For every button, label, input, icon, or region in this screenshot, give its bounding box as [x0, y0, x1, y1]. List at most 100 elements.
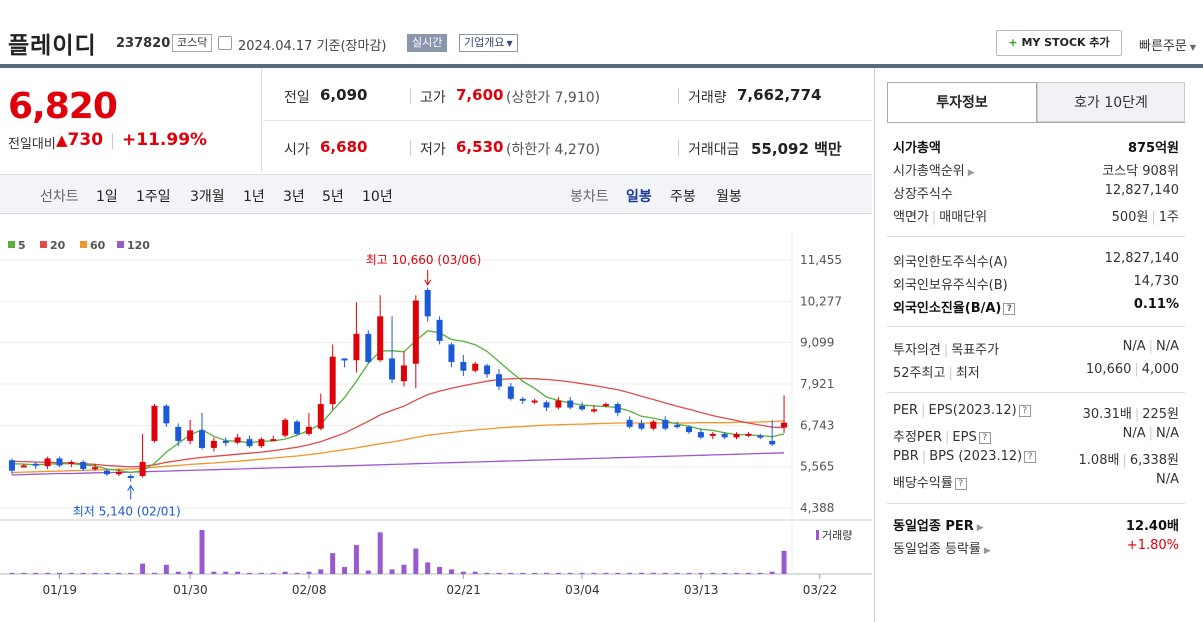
candle-body: [579, 405, 586, 410]
volume-bar: [555, 572, 561, 574]
info-label-text: 투자의견: [893, 343, 941, 358]
volume-bar: [389, 569, 395, 574]
y-tick-label: 5,565: [800, 460, 834, 474]
info-label: 외국인보유주식수(B): [893, 274, 1008, 293]
help-icon[interactable]: ?: [1024, 450, 1037, 463]
volume-bar: [223, 571, 229, 574]
candle-body: [80, 461, 87, 469]
candle-body: [412, 300, 419, 364]
volume-bar: [757, 572, 763, 574]
info-value: N/A | N/A: [1123, 426, 1179, 441]
info-label-text: PER: [893, 403, 919, 418]
my-stock-add-button[interactable]: + MY STOCK 추가: [996, 30, 1122, 56]
candle-body: [365, 333, 372, 362]
min-price-label: 최저 5,140 (02/01): [73, 505, 181, 519]
quick-order-label: 빠른주문: [1139, 39, 1187, 54]
period-weekly[interactable]: 주봉: [670, 189, 696, 205]
period-10y[interactable]: 10년: [362, 189, 393, 205]
info-row: 투자의견 | 목표주가 N/A | N/A: [893, 337, 1179, 359]
candle-body: [258, 439, 265, 447]
info-value: 0.11%: [1134, 297, 1179, 312]
divider: [887, 326, 1185, 327]
volume-bar: [199, 530, 205, 574]
volume-legend-swatch: [816, 530, 819, 540]
info-value-text: 30.31배: [1082, 407, 1132, 422]
info-row: 동일업종 PER ▶ 12.40배: [893, 513, 1179, 535]
volume-bar: [330, 553, 336, 574]
info-value: 14,730: [1134, 274, 1180, 289]
info-label[interactable]: 시가총액순위 ▶: [893, 160, 975, 179]
period-daily[interactable]: 일봉: [626, 189, 652, 205]
divider: [112, 133, 113, 149]
low-value: 6,530: [456, 138, 504, 156]
base-date: 2024.04.17 기준(장마감): [238, 39, 387, 54]
change-percent: +11.99%: [122, 130, 208, 150]
info-value: 875억원: [1128, 137, 1179, 156]
info-label-text: 최저: [955, 366, 980, 381]
help-icon[interactable]: ?: [1018, 404, 1031, 417]
info-row: 외국인한도주식수(A) 12,827,140: [893, 249, 1179, 271]
realtime-button[interactable]: 실시간: [407, 34, 448, 52]
candle-body: [531, 400, 538, 403]
candle-body: [139, 461, 146, 476]
volume-bar: [68, 572, 74, 574]
candle-body: [246, 439, 253, 447]
tab-order-book[interactable]: 호가 10단계: [1037, 82, 1185, 122]
info-label-text: EPS: [952, 430, 977, 445]
period-1y[interactable]: 1년: [243, 189, 265, 205]
period-3y[interactable]: 3년: [283, 189, 305, 205]
candle-body: [697, 432, 704, 438]
price-chart[interactable]: 11,455 10,277 9,099 7,921 6,743 5,565 4,388 5 20…: [0, 232, 872, 622]
stock-code: 237820: [116, 36, 171, 51]
candle-body: [591, 409, 597, 412]
separator: |: [948, 366, 953, 381]
volume-bar: [270, 572, 276, 574]
high-value: 7,600: [456, 86, 504, 104]
info-value-text: N/A: [1122, 339, 1146, 354]
period-monthly[interactable]: 월봉: [716, 189, 742, 205]
info-label[interactable]: 동일업종 PER ▶: [893, 515, 984, 534]
candle-body: [507, 386, 514, 399]
max-price-label: 최고 10,660 (03/06): [366, 253, 482, 267]
prev-close-label: 전일: [284, 90, 310, 106]
open-value: 6,680: [320, 138, 368, 156]
info-label[interactable]: 동일업종 등락률 ▶: [893, 538, 991, 557]
volume-bar: [413, 548, 419, 574]
period-1d[interactable]: 1일: [96, 189, 118, 205]
info-label: 상장주식수: [893, 183, 953, 202]
candle-body: [602, 404, 609, 407]
stock-header: 플레이디 237820 코스닥 2024.04.17 기준(장마감) 실시간 기…: [0, 0, 1203, 64]
info-row: 배당수익률? N/A: [893, 470, 1179, 492]
volume-bar: [258, 572, 264, 574]
help-icon[interactable]: ?: [978, 431, 991, 444]
info-value: 1.08배 | 6,338원: [1079, 449, 1179, 468]
help-icon[interactable]: ?: [1003, 302, 1016, 315]
divider: [678, 140, 679, 156]
help-icon[interactable]: ?: [954, 477, 967, 490]
info-value: 500원 | 1주: [1112, 206, 1179, 225]
candle-body: [424, 290, 431, 317]
info-row: 상장주식수 12,827,140: [893, 181, 1179, 203]
divider: [410, 140, 411, 156]
x-tick-label: 02/21: [446, 583, 481, 597]
volume-bar: [128, 572, 134, 574]
change-label: 전일대비: [8, 137, 56, 152]
info-row: 동일업종 등락률 ▶ +1.80%: [893, 536, 1179, 558]
period-1w[interactable]: 1주일: [136, 189, 171, 205]
volume-bar: [9, 572, 15, 574]
lower-limit: (하한가 4,270): [506, 142, 601, 158]
tab-invest-info[interactable]: 투자정보: [887, 82, 1037, 122]
candle-body: [353, 333, 360, 361]
volume-legend-label: 거래량: [822, 529, 852, 542]
volume-bar: [45, 572, 51, 574]
info-label-text: 추정PER: [893, 430, 943, 445]
volume-bar: [401, 564, 407, 574]
period-5y[interactable]: 5년: [322, 189, 344, 205]
company-overview-dropdown[interactable]: 기업개요 ▼: [459, 34, 518, 52]
info-label-text: 목표주가: [951, 343, 1000, 358]
info-label-text: 매매단위: [939, 210, 988, 225]
period-3m[interactable]: 3개월: [190, 189, 225, 205]
info-value: 12,827,140: [1105, 183, 1179, 198]
candle-body: [199, 430, 205, 448]
quick-order-dropdown[interactable]: 빠른주문 ▼: [1139, 35, 1196, 54]
